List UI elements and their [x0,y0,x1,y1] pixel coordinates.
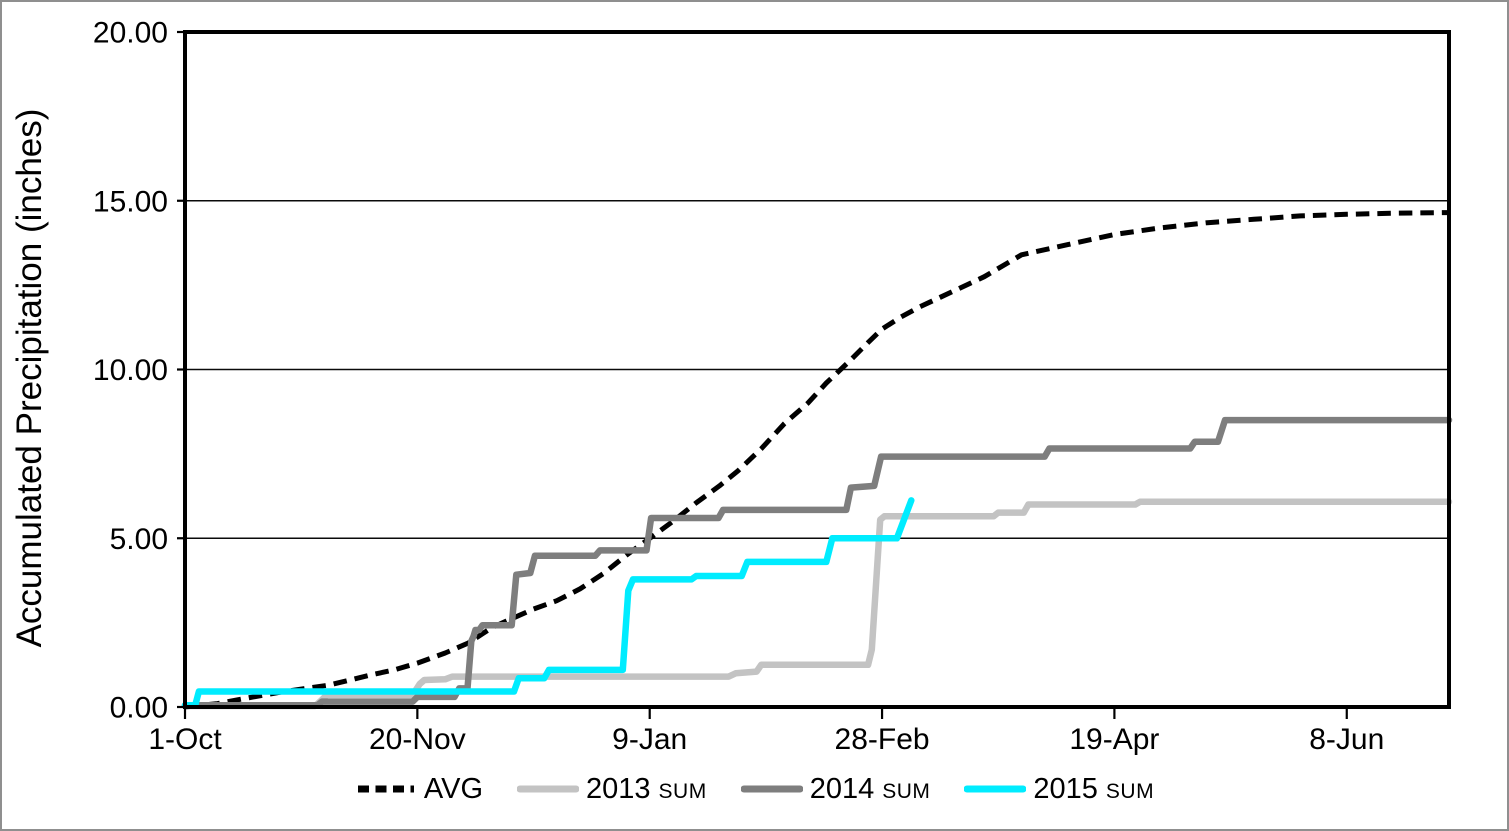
y-tick-label: 20.00 [93,17,168,50]
legend-swatch-2014-sum [740,785,803,793]
legend-item-avg: AVG [355,773,483,806]
chart-legend: AVG 2013 SUM 2014 SUM 2015 SUM [2,764,1507,814]
x-tick-label: 19-Apr [1069,723,1159,756]
y-tick-label: 0.00 [110,692,168,725]
legend-swatch-2015-sum [964,785,1027,793]
y-tick-label: 5.00 [110,523,168,556]
legend-swatch-2013-sum [517,785,580,793]
series-line-2013-sum [181,498,1453,710]
legend-item-2015-sum: 2015 SUM [964,773,1154,806]
series-line-avg [184,210,1450,710]
x-tick-label: 1-Oct [148,723,222,756]
x-tick-label: 28-Feb [835,723,930,756]
legend-label-avg: AVG [423,772,484,805]
legend-label-2014-sum: 2014 SUM [809,772,931,805]
legend-swatch-avg [357,785,414,793]
y-axis-title: Accumulated Precipitation (inches) [10,108,49,648]
x-tick-label: 8-Jun [1309,723,1384,756]
legend-label-2013-sum: 2013 SUM [586,772,707,805]
legend-label-2015-sum: 2015 SUM [1033,772,1155,805]
legend-item-2014-sum: 2014 SUM [740,772,931,806]
x-tick-label: 20-Nov [369,723,466,756]
y-tick-label: 15.00 [93,185,168,218]
legend-item-2013-sum: 2013 SUM [517,773,707,806]
x-tick-label: 9-Jan [612,723,687,756]
series-line-2015-sum [181,497,915,709]
y-tick-label: 10.00 [93,354,168,387]
